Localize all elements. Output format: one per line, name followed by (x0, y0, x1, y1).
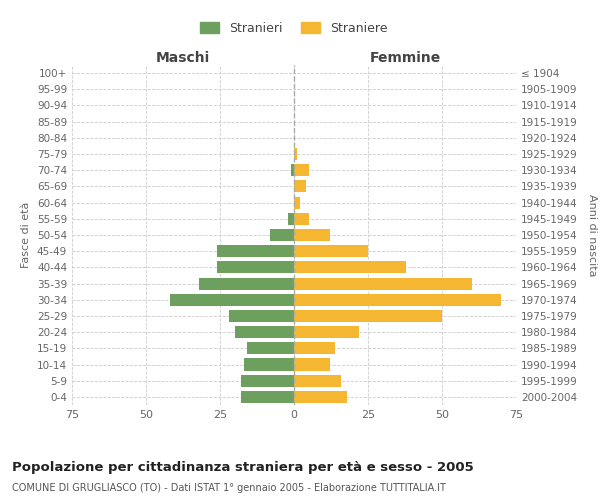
Bar (294, 374, 341, 387)
Bar (294, 326, 359, 338)
Bar (199, 278, 294, 289)
Bar (241, 391, 294, 403)
Bar (170, 294, 294, 306)
Bar (294, 212, 309, 225)
Y-axis label: Fasce di età: Fasce di età (22, 202, 31, 268)
Bar (294, 262, 406, 274)
Bar (294, 310, 442, 322)
Bar (241, 374, 294, 387)
Text: Popolazione per cittadinanza straniera per età e sesso - 2005: Popolazione per cittadinanza straniera p… (12, 461, 474, 474)
Text: Maschi: Maschi (156, 51, 210, 65)
Bar (294, 196, 300, 208)
Bar (247, 342, 294, 354)
Bar (235, 326, 294, 338)
Bar (294, 148, 297, 160)
Bar (291, 164, 294, 176)
Bar (294, 245, 368, 258)
Bar (271, 229, 294, 241)
Bar (294, 164, 309, 176)
Bar (294, 358, 329, 370)
Y-axis label: Anni di nascita: Anni di nascita (587, 194, 597, 276)
Bar (294, 278, 472, 289)
Bar (217, 245, 294, 258)
Bar (294, 294, 501, 306)
Bar (217, 262, 294, 274)
Text: COMUNE DI GRUGLIASCO (TO) - Dati ISTAT 1° gennaio 2005 - Elaborazione TUTTITALIA: COMUNE DI GRUGLIASCO (TO) - Dati ISTAT 1… (12, 483, 446, 493)
Bar (288, 212, 294, 225)
Bar (244, 358, 294, 370)
Text: Femmine: Femmine (370, 51, 440, 65)
Bar (294, 342, 335, 354)
Bar (229, 310, 294, 322)
Legend: Stranieri, Straniere: Stranieri, Straniere (196, 17, 392, 40)
Bar (294, 229, 329, 241)
Bar (294, 180, 306, 192)
Bar (294, 391, 347, 403)
